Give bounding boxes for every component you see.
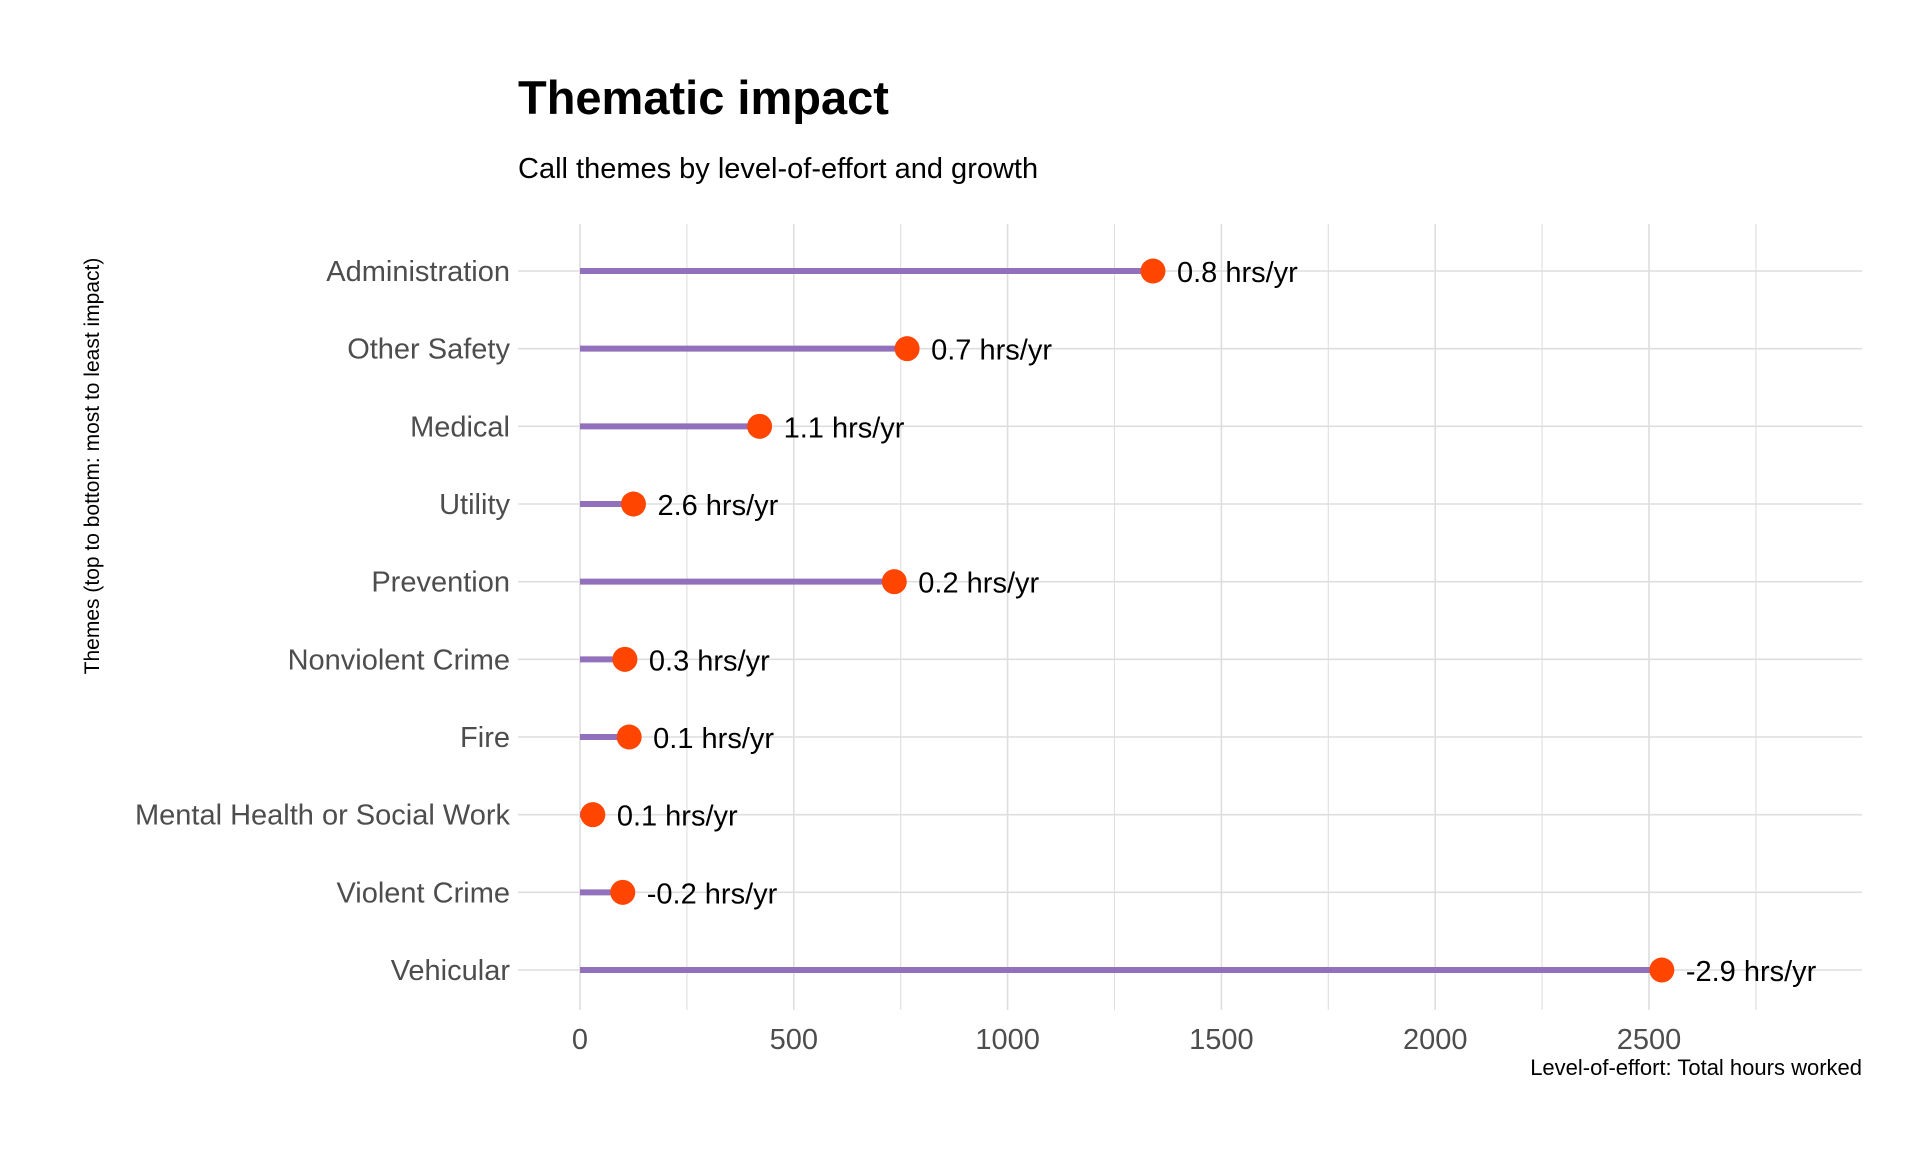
x-tick-label: 500	[770, 1024, 818, 1056]
value-label: 0.1 hrs/yr	[617, 801, 738, 833]
stems	[580, 268, 1662, 973]
lollipop-dot	[580, 802, 606, 828]
x-tick-label: 2000	[1403, 1024, 1468, 1056]
x-axis-title: Level-of-effort: Total hours worked	[1530, 1055, 1862, 1080]
value-label: 0.1 hrs/yr	[653, 723, 774, 755]
category-label: Administration	[326, 256, 510, 288]
lollipop-dot	[1649, 957, 1675, 983]
lollipop-dot	[610, 879, 636, 905]
category-label: Nonviolent Crime	[288, 644, 510, 676]
lollipop-dot	[747, 413, 773, 439]
lollipop-dot	[881, 569, 907, 595]
category-label: Utility	[439, 489, 510, 521]
value-label: 0.7 hrs/yr	[931, 335, 1052, 367]
lollipop-dot	[1140, 258, 1166, 284]
value-label: 0.8 hrs/yr	[1177, 257, 1298, 289]
category-label: Vehicular	[391, 955, 511, 987]
lollipop-dot	[612, 646, 638, 672]
x-tick-label: 1500	[1189, 1024, 1254, 1056]
x-tick-label: 2500	[1617, 1024, 1682, 1056]
category-label: Mental Health or Social Work	[135, 800, 511, 832]
value-label: 0.3 hrs/yr	[649, 645, 770, 677]
category-label: Other Safety	[347, 334, 510, 366]
lollipop-dot	[616, 724, 642, 750]
dots	[580, 258, 1675, 983]
chart-title: Thematic impact	[518, 71, 889, 124]
labels: 0 500 1000 1500 2000 2500 Administration 0.8 hr…	[135, 256, 1817, 1056]
value-label: -2.9 hrs/yr	[1686, 956, 1817, 988]
value-label: -0.2 hrs/yr	[647, 878, 778, 910]
lollipop-dot	[894, 336, 920, 362]
x-tick-label: 1000	[975, 1024, 1040, 1056]
lollipop-dot	[620, 491, 646, 517]
category-label: Medical	[410, 411, 510, 443]
category-label: Prevention	[371, 567, 510, 599]
value-label: 0.2 hrs/yr	[918, 568, 1039, 600]
x-tick-label: 0	[572, 1024, 588, 1056]
chart-subtitle: Call themes by level-of-effort and growt…	[518, 153, 1038, 185]
value-label: 2.6 hrs/yr	[657, 490, 778, 522]
category-label: Fire	[460, 722, 510, 754]
category-label: Violent Crime	[336, 877, 510, 909]
value-label: 1.1 hrs/yr	[784, 412, 905, 444]
y-axis-title: Themes (top to bottom: most to least imp…	[81, 258, 104, 675]
